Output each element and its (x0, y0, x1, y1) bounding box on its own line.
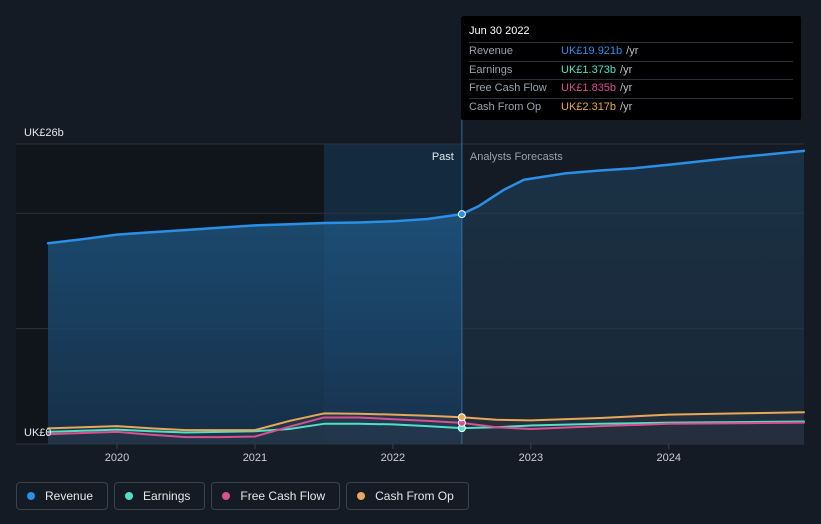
revenue-area-past (48, 214, 462, 444)
tooltip-row-free-cash-flow: Free Cash Flow UK£1.835b /yr (469, 80, 793, 99)
tooltip-label: Free Cash Flow (469, 82, 547, 94)
chart-tooltip: Jun 30 2022 Revenue UK£19.921b /yr Earni… (461, 16, 801, 120)
tooltip-label: Earnings (469, 63, 513, 76)
tooltip-unit: /yr (620, 82, 633, 94)
tooltip-value: UK£19.921b (561, 45, 623, 57)
x-tick-label: 2024 (657, 452, 681, 464)
legend-label: Revenue (45, 489, 94, 503)
past-label: Past (432, 151, 454, 163)
x-tick-label: 2022 (381, 452, 405, 464)
tooltip-row-cash-from-op: Cash From Op UK£2.317b /yr (469, 99, 793, 117)
legend-item-cash-from-op[interactable]: Cash From Op (346, 482, 469, 510)
tooltip-value: UK£2.317b (561, 100, 617, 113)
x-tick-label: 2023 (519, 452, 543, 464)
tooltip-value: UK£1.835b (561, 82, 617, 94)
revenue-area-forecast (461, 150, 804, 444)
cfo-hover-point (457, 413, 466, 422)
tooltip-value: UK£1.373b (561, 63, 617, 76)
cfo-series-line (47, 411, 805, 432)
legend-item-earnings[interactable]: Earnings (114, 482, 206, 510)
y-axis-max-label: UK£26b (24, 127, 64, 139)
chart-legend: Revenue Earnings Free Cash Flow Cash Fro… (16, 482, 469, 510)
legend-dot-icon (27, 492, 35, 500)
legend-dot-icon (222, 492, 231, 500)
legend-label: Free Cash Flow (240, 489, 326, 503)
tooltip-unit: /yr (626, 45, 639, 57)
legend-label: Cash From Op (375, 489, 454, 503)
revenue-hover-point (457, 210, 466, 219)
tooltip-unit: /yr (620, 100, 633, 113)
legend-dot-icon (357, 492, 366, 500)
tooltip-unit: /yr (620, 63, 633, 76)
fcf-series-line (47, 416, 805, 439)
tooltip-row-revenue: Revenue UK£19.921b /yr (469, 43, 793, 62)
legend-dot-icon (125, 492, 134, 500)
x-tick-label: 2021 (243, 452, 267, 464)
earnings-series-line (47, 420, 805, 434)
y-axis-min-label: UK£0 (24, 427, 52, 439)
revenue-series-line (46, 149, 806, 245)
legend-item-free-cash-flow[interactable]: Free Cash Flow (211, 482, 341, 510)
legend-label: Earnings (143, 489, 191, 503)
tooltip-date: Jun 30 2022 (469, 24, 793, 43)
forecast-label: Analysts Forecasts (470, 151, 563, 163)
tooltip-row-earnings: Earnings UK£1.373b /yr (469, 62, 793, 80)
legend-item-revenue[interactable]: Revenue (16, 482, 109, 510)
tooltip-label: Revenue (469, 45, 514, 57)
tooltip-label: Cash From Op (469, 100, 542, 113)
x-tick-label: 2020 (105, 452, 129, 464)
